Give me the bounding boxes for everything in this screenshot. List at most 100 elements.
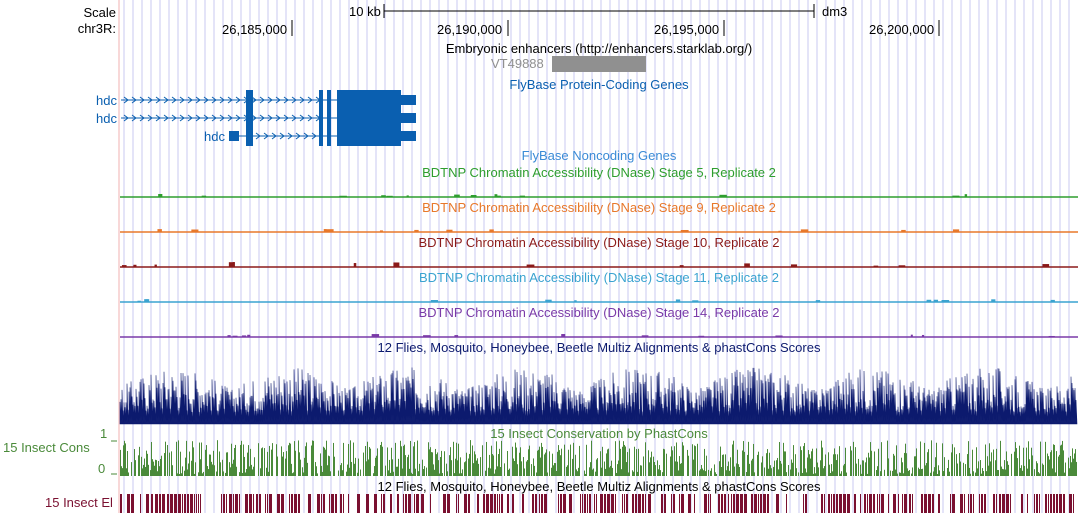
enhancers-track-title[interactable]: Embryonic enhancers (http://enhancers.st… (445, 41, 753, 56)
phastcons-bar (269, 445, 270, 476)
conserved-element (580, 494, 581, 513)
conserved-element (803, 494, 804, 513)
gene-exon (246, 126, 253, 146)
dnase-stage10-title[interactable]: BDTNP Chromatin Accessibility (DNase) St… (418, 235, 780, 250)
phastcons-bar (146, 450, 147, 476)
phastcons-bar (561, 448, 562, 476)
phastcons-bar (771, 468, 772, 476)
phastcons-bar (862, 460, 863, 476)
conserved-element (267, 494, 268, 513)
dnase-stage9-title[interactable]: BDTNP Chromatin Accessibility (DNase) St… (422, 200, 776, 215)
phastcons-bar (769, 452, 770, 476)
phastcons-bar (837, 454, 838, 476)
phastcons-bar (832, 471, 833, 476)
phastcons-bar (475, 454, 476, 476)
phastcons-bar (172, 465, 173, 476)
flybase-noncoding-track-title[interactable]: FlyBase Noncoding Genes (521, 148, 677, 163)
conserved-element (909, 494, 911, 513)
dnase-stage5-title[interactable]: BDTNP Chromatin Accessibility (DNase) St… (422, 165, 776, 180)
multiz-track-title[interactable]: 12 Flies, Mosquito, Honeybee, Beetle Mul… (377, 340, 821, 355)
phastcons-bar (991, 452, 992, 476)
phastcons-bar (591, 440, 592, 476)
phastcons-bar (159, 466, 160, 476)
phastcons-bar (702, 468, 703, 476)
conserved-element (321, 494, 322, 513)
phastcons-bar (513, 458, 514, 476)
phastcons-bar (524, 468, 525, 476)
dnase-peak (386, 195, 393, 197)
conserved-element (938, 494, 940, 513)
phastcons-bar (850, 446, 851, 476)
gene-label-1[interactable]: hdc (96, 93, 117, 108)
conserved-element (999, 494, 1001, 513)
conserved-element (611, 494, 614, 513)
phastcons-bar (680, 463, 681, 476)
conserved-element (383, 494, 385, 513)
phastcons-bar (438, 460, 439, 476)
flybase-coding-track-title[interactable]: FlyBase Protein-Coding Genes (509, 77, 689, 92)
phastcons-bar (212, 464, 213, 476)
phastcons-bar (920, 441, 921, 476)
phastcons-bar (632, 470, 633, 476)
dnase-peak (1048, 335, 1055, 337)
enhancer-item-label[interactable]: VT49888 (491, 56, 544, 71)
phastcons-bar (663, 448, 664, 476)
phastcons-bar (152, 459, 153, 476)
phastcons-bar (292, 473, 293, 476)
conserved-element (146, 494, 149, 513)
strand-arrow (203, 114, 209, 122)
phastcons-left-label[interactable]: 15 Insect Cons (3, 440, 90, 455)
phastcons-bar (546, 449, 547, 476)
conserved-element (843, 494, 846, 513)
phastcons-bar (845, 447, 846, 476)
phastcons-bar (998, 470, 999, 476)
strand-arrow (203, 96, 209, 104)
conserved-element (912, 494, 913, 513)
phastcons-bar (457, 460, 458, 476)
conserved-element (159, 494, 161, 513)
gene-label-3[interactable]: hdc (204, 129, 225, 144)
elements-track-title[interactable]: 12 Flies, Mosquito, Honeybee, Beetle Mul… (377, 479, 821, 494)
conserved-element (1053, 494, 1055, 513)
conserved-element (421, 494, 424, 513)
phastcons-track-title[interactable]: 15 Insect Conservation by PhastCons (490, 426, 708, 441)
dnase-peak (679, 265, 684, 267)
conserved-element (408, 494, 411, 513)
phastcons-bar (398, 458, 399, 476)
phastcons-bar (990, 461, 991, 476)
conserved-element (162, 494, 165, 513)
conserved-element (490, 494, 493, 513)
phastcons-bar (407, 457, 408, 476)
gene-label-2[interactable]: hdc (96, 111, 117, 126)
phastcons-bar (509, 468, 510, 476)
conserved-element (289, 494, 290, 513)
phastcons-bar (967, 454, 968, 476)
phastcons-bar (363, 452, 364, 476)
conserved-element (615, 494, 616, 513)
phastcons-bar (429, 449, 430, 476)
conserved-element (187, 494, 189, 513)
dnase-peak (1050, 299, 1055, 302)
dnase-stage11-title[interactable]: BDTNP Chromatin Accessibility (DNase) St… (418, 270, 780, 285)
conserved-element (754, 494, 757, 513)
phastcons-bar (960, 461, 961, 476)
phastcons-bar (918, 467, 919, 476)
phastcons-bar (853, 441, 854, 476)
phastcons-bar (391, 447, 392, 476)
phastcons-bar (761, 462, 762, 476)
conserved-element (151, 494, 153, 513)
conserved-element (198, 494, 199, 513)
phastcons-bar (577, 471, 578, 476)
dnase-stage14-title[interactable]: BDTNP Chromatin Accessibility (DNase) St… (418, 305, 780, 320)
phastcons-bar (972, 449, 973, 476)
phastcons-bar (389, 459, 390, 476)
gene-exon (246, 108, 253, 128)
strand-arrow (303, 132, 309, 140)
phastcons-bar (606, 453, 607, 476)
phastcons-bar (697, 443, 698, 476)
phastcons-bar (1026, 447, 1027, 476)
phastcons-bar (721, 467, 722, 476)
phastcons-bar (553, 465, 554, 476)
elements-left-label[interactable]: 15 Insect El (45, 495, 113, 510)
